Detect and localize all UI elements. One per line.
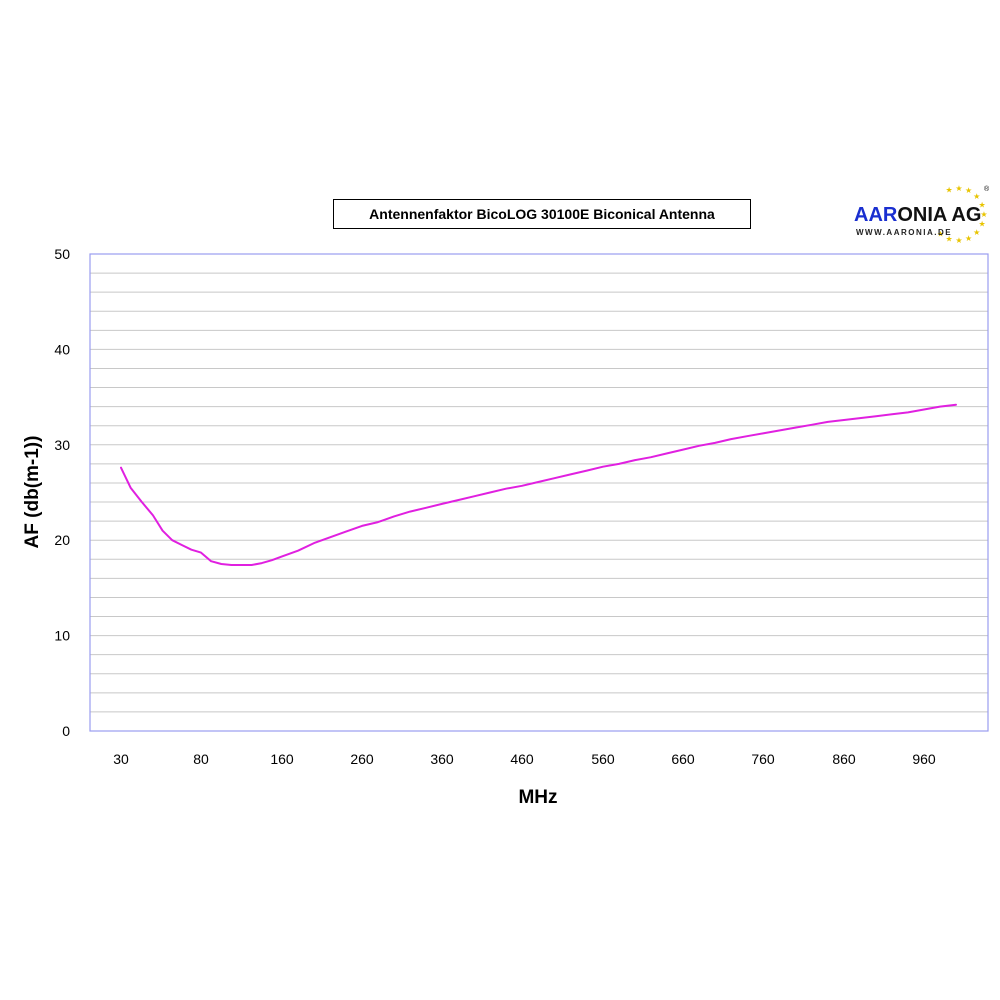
logo-star-icon: ★ xyxy=(965,186,972,195)
logo-stars-icon: ★ ★ ★★★★★★★★★★ xyxy=(937,184,988,245)
logo-star-icon: ★ xyxy=(973,192,980,201)
x-tick-label: 360 xyxy=(430,751,454,767)
logo-brand-part1: AAR xyxy=(854,204,898,226)
x-axis-label: MHz xyxy=(518,787,557,808)
y-tick-label: 10 xyxy=(54,628,70,644)
logo-brand-text: AARONIA AG xyxy=(854,204,981,227)
plot-area xyxy=(90,254,988,731)
logo-star-icon: ★ xyxy=(965,234,972,243)
x-tick-label: 860 xyxy=(832,751,856,767)
x-tick-label: 30 xyxy=(113,751,129,767)
x-tick-label: 760 xyxy=(751,751,775,767)
aaronia-logo: ★ ★ ★ ★ ★ ★ ★ ★ ★ ★ ★ ★ AARONIA AG WWW.AARONIA.DE ® xyxy=(846,184,996,254)
y-axis-label: AF (db(m-1)) xyxy=(22,436,43,549)
logo-star-icon: ★ xyxy=(946,186,953,195)
y-tick-label: 40 xyxy=(54,341,70,357)
x-tick-label: 560 xyxy=(591,751,615,767)
plot-border xyxy=(89,253,989,732)
logo-brand-part2: ONIA AG xyxy=(897,204,982,226)
x-tick-label: 660 xyxy=(671,751,695,767)
y-tick-label: 30 xyxy=(54,437,70,453)
logo-registered-mark: ® xyxy=(984,186,990,193)
x-tick-label: 160 xyxy=(270,751,294,767)
logo-star-icon: ★ xyxy=(946,234,953,243)
logo-star-icon: ★ xyxy=(979,200,986,209)
logo-star-icon: ★ xyxy=(937,229,944,238)
logo-star-icon: ★ xyxy=(980,210,987,219)
x-tick-label: 260 xyxy=(350,751,374,767)
series-line-0 xyxy=(120,403,957,566)
x-tick-label: 80 xyxy=(193,751,209,767)
logo-star-icon: ★ xyxy=(973,228,980,237)
y-tick-label: 20 xyxy=(54,532,70,548)
x-tick-label: 460 xyxy=(510,751,534,767)
x-tick-label: 960 xyxy=(912,751,936,767)
logo-url: WWW.AARONIA.DE xyxy=(856,228,953,237)
logo-star-icon: ★ xyxy=(979,220,986,229)
y-tick-label: 0 xyxy=(62,723,70,739)
logo-star-icon: ★ xyxy=(955,184,962,193)
y-tick-label: 50 xyxy=(54,246,70,262)
logo-star-icon: ★ xyxy=(955,236,962,245)
chart-title: Antennenfaktor BicoLOG 30100E Biconical … xyxy=(333,199,751,229)
